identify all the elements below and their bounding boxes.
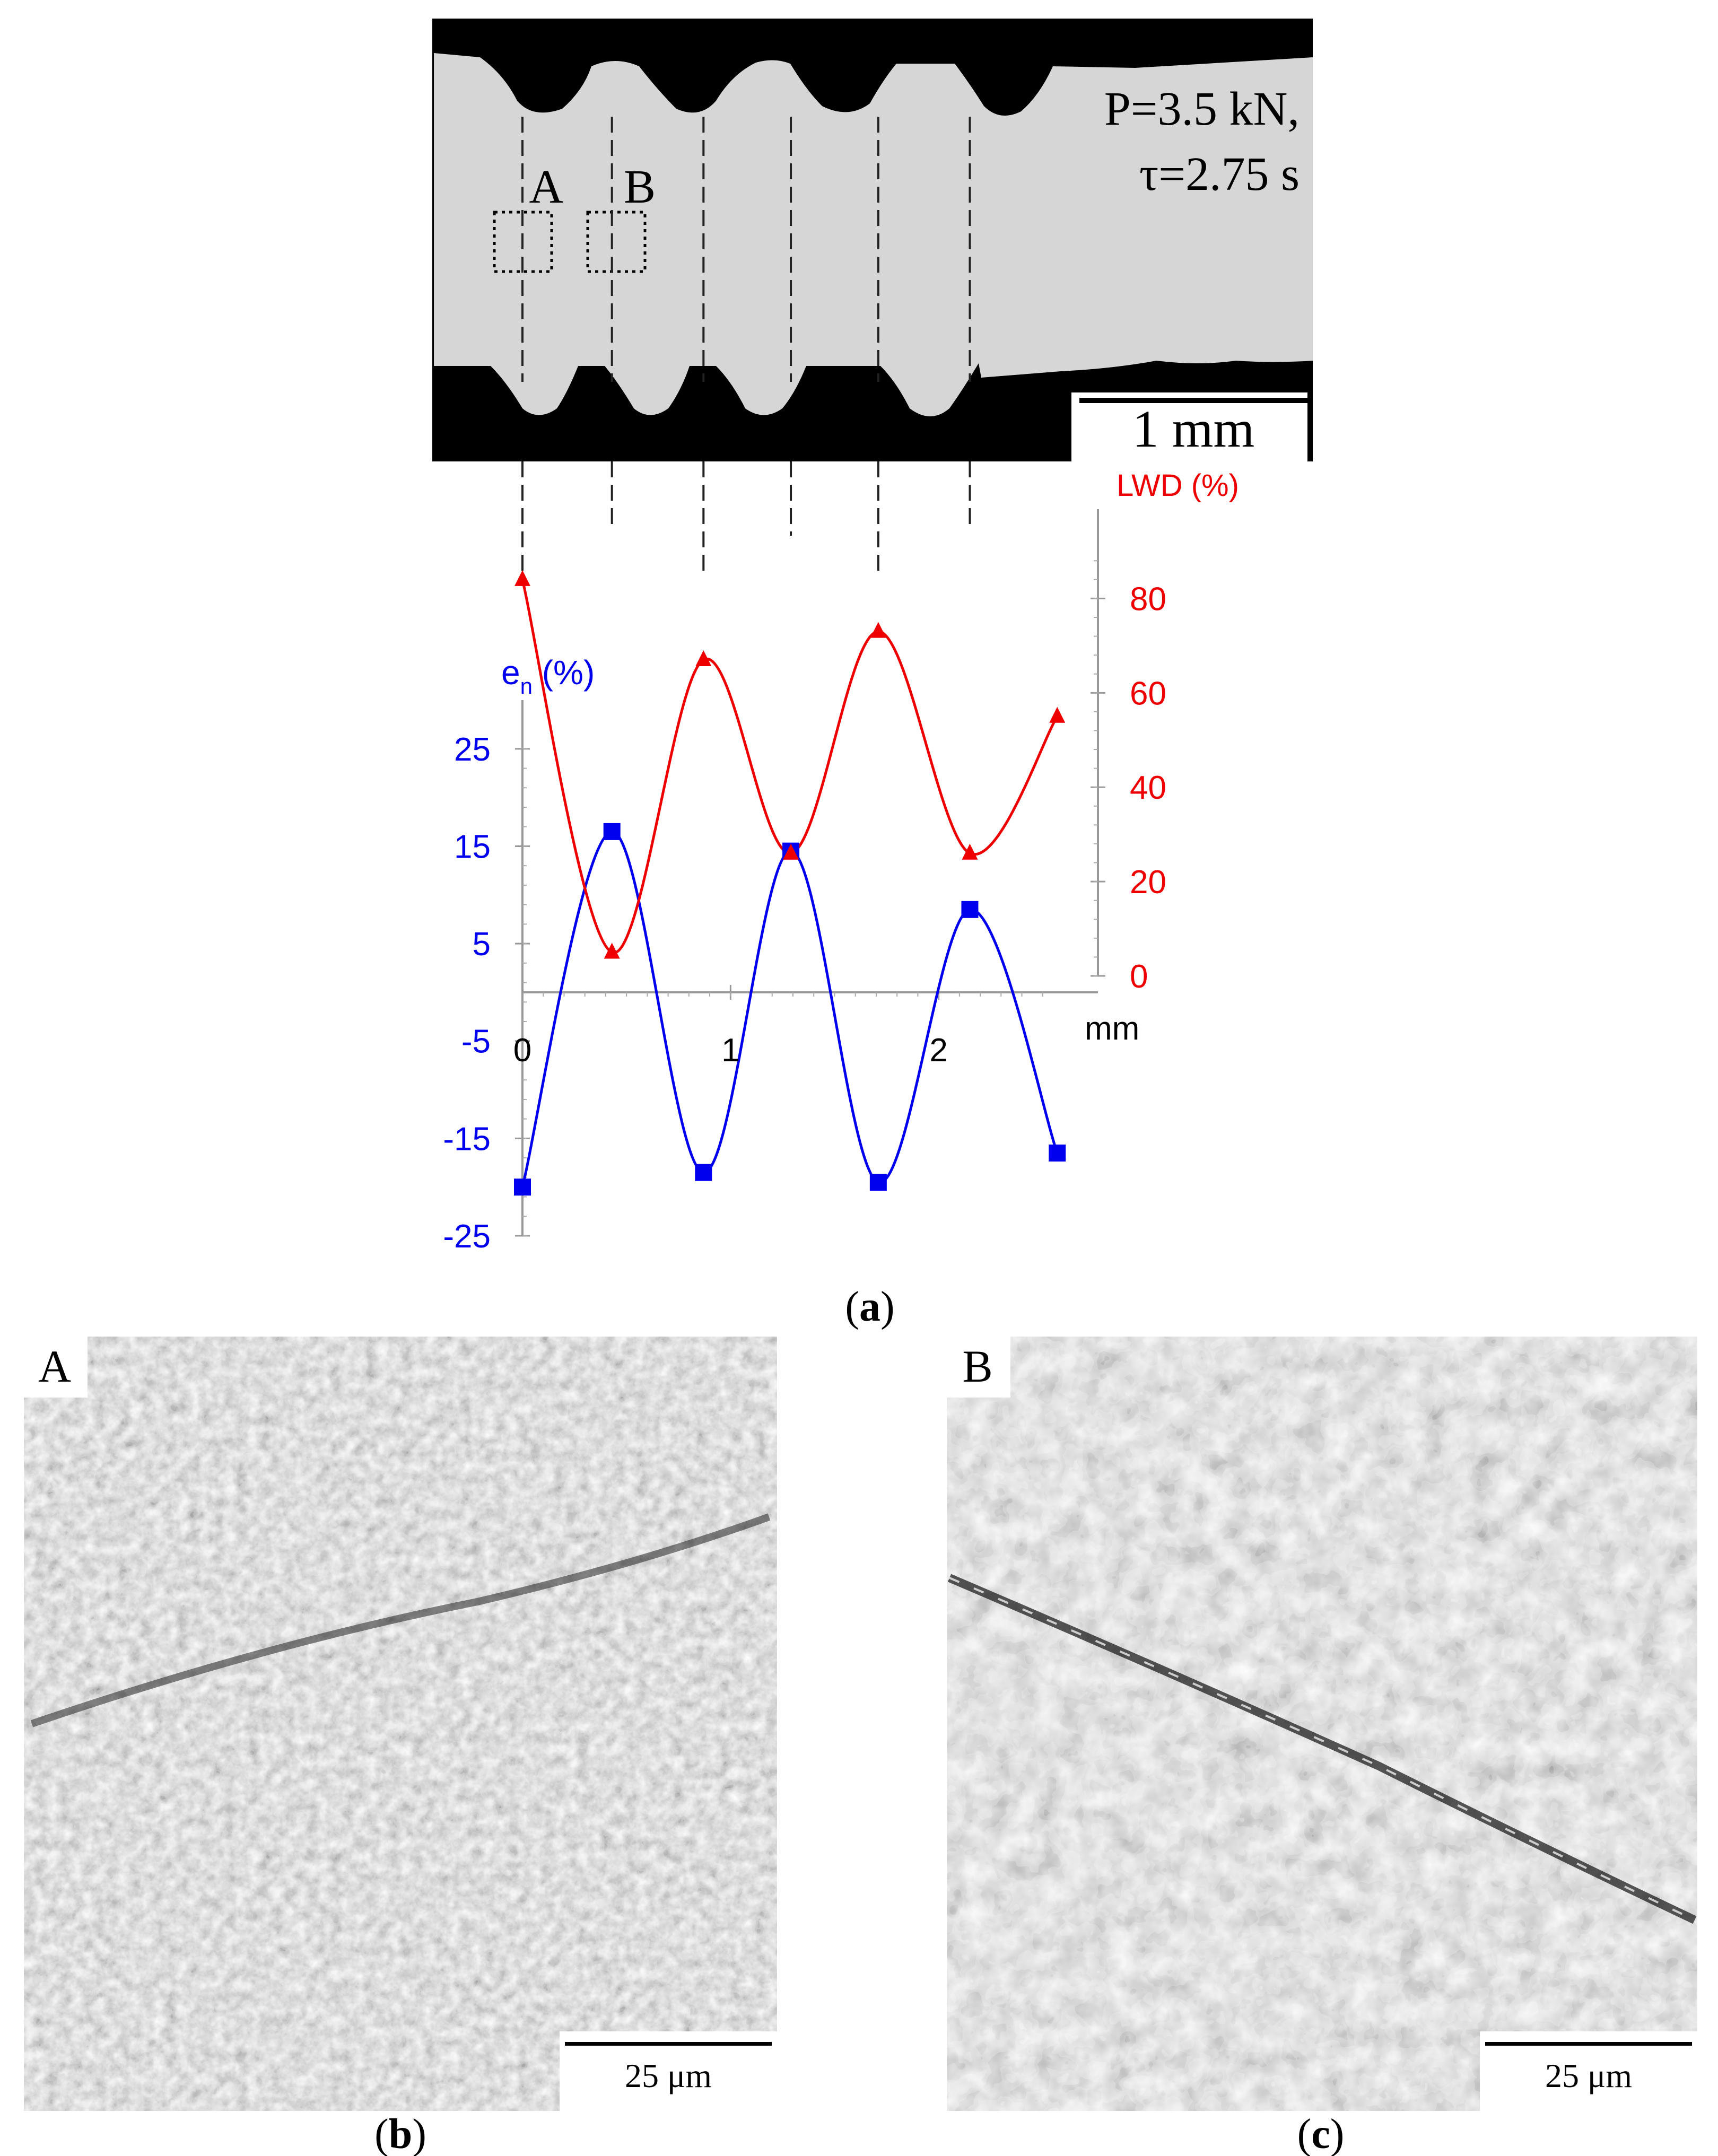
lwd-data-point <box>962 843 978 860</box>
sem-image-a: A 25 μm <box>24 1337 777 2111</box>
lwd-data-point <box>514 570 530 586</box>
caption-b: (b) <box>374 2111 426 2156</box>
scale-bar-1mm <box>1079 398 1307 403</box>
right-tick-label: 20 <box>1130 864 1166 901</box>
panel-label-b: B <box>962 1341 992 1392</box>
x-axis-unit: mm <box>1085 1010 1139 1047</box>
label-box-b <box>947 1337 1010 1398</box>
right-tick-label: 40 <box>1130 770 1166 806</box>
en-series-line <box>521 830 1059 1188</box>
left-tick-label: -15 <box>443 1121 491 1157</box>
scale-label-a: 25 μm <box>625 2057 712 2094</box>
shear-band-a <box>30 1513 771 1727</box>
panel-label-a: A <box>38 1341 71 1392</box>
en-data-point <box>514 1179 531 1196</box>
region-box-b <box>586 211 647 273</box>
sem-micrograph-b <box>947 1337 1697 2111</box>
scale-bar-b <box>1485 2042 1692 2046</box>
sem-image-b: B 25 μm <box>947 1337 1697 2111</box>
lwd-data-point <box>1049 706 1066 723</box>
left-tick-label: 15 <box>454 828 491 865</box>
sheet-cross-section <box>434 53 1313 416</box>
region-box-a <box>493 211 553 273</box>
caption-a: (a) <box>845 1284 894 1330</box>
lwd-data-point <box>604 942 620 959</box>
time-parameter-label: τ=2.75 s <box>1139 148 1300 200</box>
lwd-series-line <box>521 579 1059 954</box>
right-tick-label: 60 <box>1130 675 1166 712</box>
scale-label-b: 25 μm <box>1545 2057 1632 2094</box>
en-lwd-chart: 25 15 5 -5 -15 -25 0 1 2 80 60 40 20 0 en (%) LWD (%)… <box>443 468 1239 1255</box>
label-box-a <box>24 1337 88 1398</box>
lwd-data-point <box>870 622 886 638</box>
en-data-point <box>695 1164 712 1181</box>
scale-bar-box <box>1071 392 1307 461</box>
x-tick-label: 2 <box>929 1032 947 1069</box>
right-tick-label: 0 <box>1130 958 1148 995</box>
lwd-data-point <box>695 650 712 667</box>
en-data-point <box>1049 1144 1066 1162</box>
sem-micrograph-a <box>24 1337 777 2111</box>
left-tick-label: 25 <box>454 731 491 768</box>
lwd-data-point <box>783 843 799 860</box>
left-tick-label: -25 <box>443 1218 491 1255</box>
right-tick-label: 80 <box>1130 581 1166 617</box>
scale-bar-a <box>565 2042 772 2046</box>
left-tick-label: 5 <box>473 926 491 963</box>
load-parameter-label: P=3.5 kN, <box>1104 83 1300 135</box>
x-tick-label: 1 <box>721 1032 739 1069</box>
en-axis-title: en (%) <box>501 653 595 699</box>
en-data-point <box>869 1174 887 1191</box>
en-data-point <box>961 901 979 918</box>
scale-label-1mm: 1 mm <box>1132 399 1255 458</box>
region-label-a: A <box>529 161 564 213</box>
caption-c: (c) <box>1297 2111 1345 2156</box>
guide-lines <box>521 117 971 586</box>
lwd-axis-title: LWD (%) <box>1117 468 1239 503</box>
left-tick-label: -5 <box>461 1024 491 1060</box>
weld-micrograph: 1 mm P=3.5 kN, τ=2.75 s A B <box>432 19 1313 461</box>
region-label-b: B <box>624 161 656 213</box>
x-tick-label: 0 <box>513 1032 531 1069</box>
en-data-point <box>603 823 621 840</box>
